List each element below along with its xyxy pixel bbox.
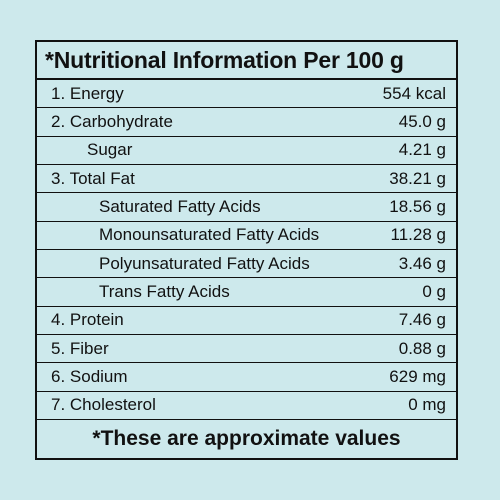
nutrient-value: 38.21 g — [389, 168, 446, 188]
nutrient-value: 7.46 g — [398, 310, 446, 330]
nutrient-label: Monounsaturated Fatty Acids — [99, 225, 320, 245]
nutrient-value: 45.0 g — [398, 111, 446, 131]
nutrient-label: Sugar — [87, 140, 133, 160]
nutrient-value: 0 mg — [408, 395, 446, 415]
table-row: Trans Fatty Acids 0 g — [37, 278, 456, 307]
table-row: 2. Carbohydrate 45.0 g — [37, 108, 456, 137]
nutrient-value: 3.46 g — [398, 253, 446, 273]
table-row: Polyunsaturated Fatty Acids 3.46 g — [37, 250, 456, 279]
nutrient-value: 11.28 g — [390, 225, 446, 245]
nutrient-label: 5. Fiber — [51, 338, 109, 358]
disclaimer-note: *These are approximate values — [92, 427, 401, 450]
nutrient-label: 7. Cholesterol — [51, 395, 156, 415]
table-row: 4. Protein 7.46 g — [37, 307, 456, 335]
nutrient-value: 629 mg — [389, 366, 446, 386]
nutrient-label: Saturated Fatty Acids — [99, 196, 261, 216]
nutrient-rows: 1. Energy 554 kcal 2. Carbohydrate 45.0 g Su… — [37, 80, 456, 420]
nutrient-label: Trans Fatty Acids — [99, 281, 230, 301]
table-row: Saturated Fatty Acids 18.56 g — [37, 193, 456, 222]
nutrient-label: 4. Protein — [51, 310, 124, 330]
nutrient-value: 554 kcal — [382, 83, 446, 103]
table-title: *Nutritional Information Per 100 g — [37, 42, 456, 80]
nutrient-value: 0 g — [422, 281, 446, 301]
table-row: 3. Total Fat 38.21 g — [37, 165, 456, 194]
table-row: 1. Energy 554 kcal — [37, 80, 456, 109]
nutrient-label: Polyunsaturated Fatty Acids — [99, 253, 310, 273]
nutrient-label: 3. Total Fat — [51, 168, 135, 188]
table-row: Monounsaturated Fatty Acids 11.28 g — [37, 222, 456, 250]
table-row: 7. Cholesterol 0 mg — [37, 392, 456, 420]
table-row: 5. Fiber 0.88 g — [37, 335, 456, 364]
nutrient-label: 2. Carbohydrate — [51, 111, 173, 131]
nutrient-value: 4.21 g — [398, 140, 446, 160]
nutrient-value: 18.56 g — [389, 196, 446, 216]
nutrition-table: *Nutritional Information Per 100 g 1. En… — [35, 40, 458, 460]
nutrient-value: 0.88 g — [398, 338, 446, 358]
table-row: 6. Sodium 629 mg — [37, 363, 456, 392]
table-row: Sugar 4.21 g — [37, 137, 456, 165]
nutrient-label: 6. Sodium — [51, 366, 128, 386]
nutrient-label: 1. Energy — [51, 83, 124, 103]
